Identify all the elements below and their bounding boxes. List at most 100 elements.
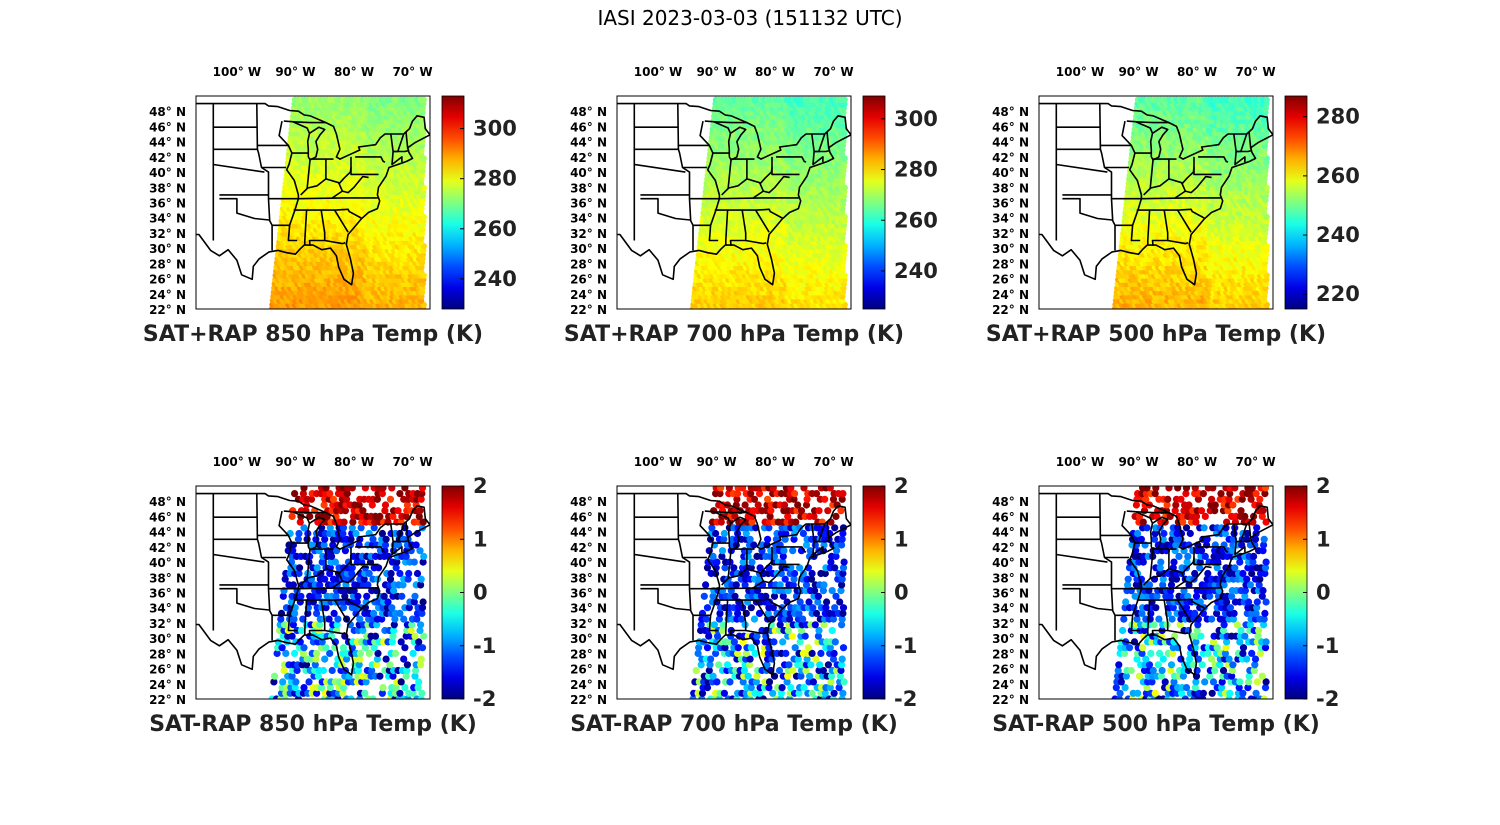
swath-data-sat-rap-sum-500 <box>1111 96 1270 309</box>
panel-title: SAT+RAP 850 hPa Temp (K) <box>143 322 483 347</box>
lat-label: 38° N <box>149 181 186 195</box>
boundary-line <box>776 156 807 163</box>
boundary-line <box>342 175 369 194</box>
boundary-line <box>826 131 830 150</box>
boundary-line <box>196 134 430 286</box>
boundary-line <box>699 120 714 154</box>
boundary-line <box>350 156 379 176</box>
lat-label: 26° N <box>149 273 186 287</box>
colorbar-tick-label: 240 <box>894 259 938 283</box>
boundary-line <box>293 208 363 220</box>
lat-label: 34° N <box>570 212 607 226</box>
boundary-line <box>724 210 729 246</box>
boundary-line <box>303 210 308 246</box>
boundary-line <box>355 156 386 163</box>
lat-label: 36° N <box>570 197 607 211</box>
colorbar-tick-label: 300 <box>894 107 938 131</box>
data-point <box>420 96 427 104</box>
panel-sat-rap-sum-500: 100° W 90° W 80° W 70° W48° N46° N44° N42° … <box>986 65 1360 347</box>
boundary-line <box>196 102 430 160</box>
lon-label: 70° W <box>813 65 853 79</box>
swath-data-sat-rap-sum-850 <box>268 96 427 309</box>
lat-label: 46° N <box>149 120 186 134</box>
colorbar <box>441 95 465 310</box>
boundary-line <box>714 208 784 220</box>
data-point <box>841 96 848 104</box>
boundary-line <box>390 133 403 166</box>
state-boundaries <box>196 102 430 286</box>
boundary-line <box>283 120 326 124</box>
lat-label: 24° N <box>149 288 186 302</box>
boundary-line <box>634 163 686 173</box>
panel-sat-rap-sum-850: 100° W 90° W 80° W 70° W 48° N46° N 44° N42° … <box>143 65 517 347</box>
state-boundaries <box>617 102 851 286</box>
boundary-line <box>811 133 824 166</box>
lat-label: 48° N <box>149 105 186 119</box>
lat-label: 22° N <box>570 303 607 317</box>
boundary-line <box>405 131 409 150</box>
colorbar-tick-label: 240 <box>473 267 517 291</box>
lon-label: 80° W <box>755 65 795 79</box>
lat-label: 32° N <box>149 227 186 241</box>
lat-label: 40° N <box>149 166 186 180</box>
boundary-line <box>713 121 732 134</box>
colorbar-tick-label: 260 <box>894 208 938 232</box>
lat-label: 48° N <box>570 105 607 119</box>
boundary-line <box>278 120 293 154</box>
lat-label: 36° N <box>149 197 186 211</box>
lon-label: 90° W <box>275 65 315 79</box>
colorbar-tick-label: 260 <box>473 217 517 241</box>
boundary-line <box>719 197 799 200</box>
boundary-line <box>213 163 265 173</box>
colorbar-tick-label: 280 <box>894 158 938 182</box>
lat-label: 24° N <box>570 288 607 302</box>
lon-label: 100° W <box>634 65 682 79</box>
boundary-line <box>745 239 767 245</box>
lat-label: 26° N <box>570 273 607 287</box>
lat-label: 32° N <box>570 227 607 241</box>
boundary-line <box>704 120 747 124</box>
boundary-line <box>306 126 326 161</box>
colorbar <box>862 95 886 310</box>
boundary-line <box>292 121 311 134</box>
lat-label: 42° N <box>149 151 186 165</box>
lat-label: 40° N <box>570 166 607 180</box>
boundary-line <box>727 159 732 189</box>
boundary-line <box>727 126 747 161</box>
lon-label: 70° W <box>392 65 432 79</box>
lat-label: 30° N <box>149 242 186 256</box>
lat-label: 44° N <box>149 136 186 150</box>
boundary-line <box>285 152 300 242</box>
swath-data-sat-rap-sum-700 <box>689 96 848 309</box>
boundary-line <box>677 103 694 251</box>
lat-label: 30° N <box>570 242 607 256</box>
lat-label: 22° N <box>149 303 186 317</box>
boundary-line <box>256 103 273 251</box>
lat-label: 34° N <box>149 212 186 226</box>
boundary-line <box>306 159 311 189</box>
boundary-line <box>814 150 829 153</box>
lon-label: 90° W <box>696 65 736 79</box>
boundary-line <box>640 197 691 221</box>
boundary-line <box>617 102 851 160</box>
lat-label: 38° N <box>570 181 607 195</box>
boundary-line <box>298 197 378 200</box>
boundary-line <box>219 197 270 221</box>
lon-label: 100° W <box>213 65 261 79</box>
panel-title: SAT+RAP 700 hPa Temp (K) <box>564 322 904 347</box>
figure-title: IASI 2023-03-03 (151132 UTC) <box>597 6 903 30</box>
boundary-line <box>338 167 352 185</box>
map-frame <box>195 95 431 310</box>
map-frame <box>616 95 852 310</box>
lat-label: 28° N <box>570 257 607 271</box>
lat-label: 46° N <box>570 120 607 134</box>
lon-label: 80° W <box>334 65 374 79</box>
boundary-line <box>393 150 408 153</box>
colorbar-tick-label: 300 <box>473 117 517 141</box>
boundary-line <box>324 239 346 245</box>
colorbar-tick-label: 280 <box>473 167 517 191</box>
boundary-line <box>333 209 349 233</box>
boundary-line <box>759 167 773 185</box>
lat-label: 28° N <box>149 257 186 271</box>
